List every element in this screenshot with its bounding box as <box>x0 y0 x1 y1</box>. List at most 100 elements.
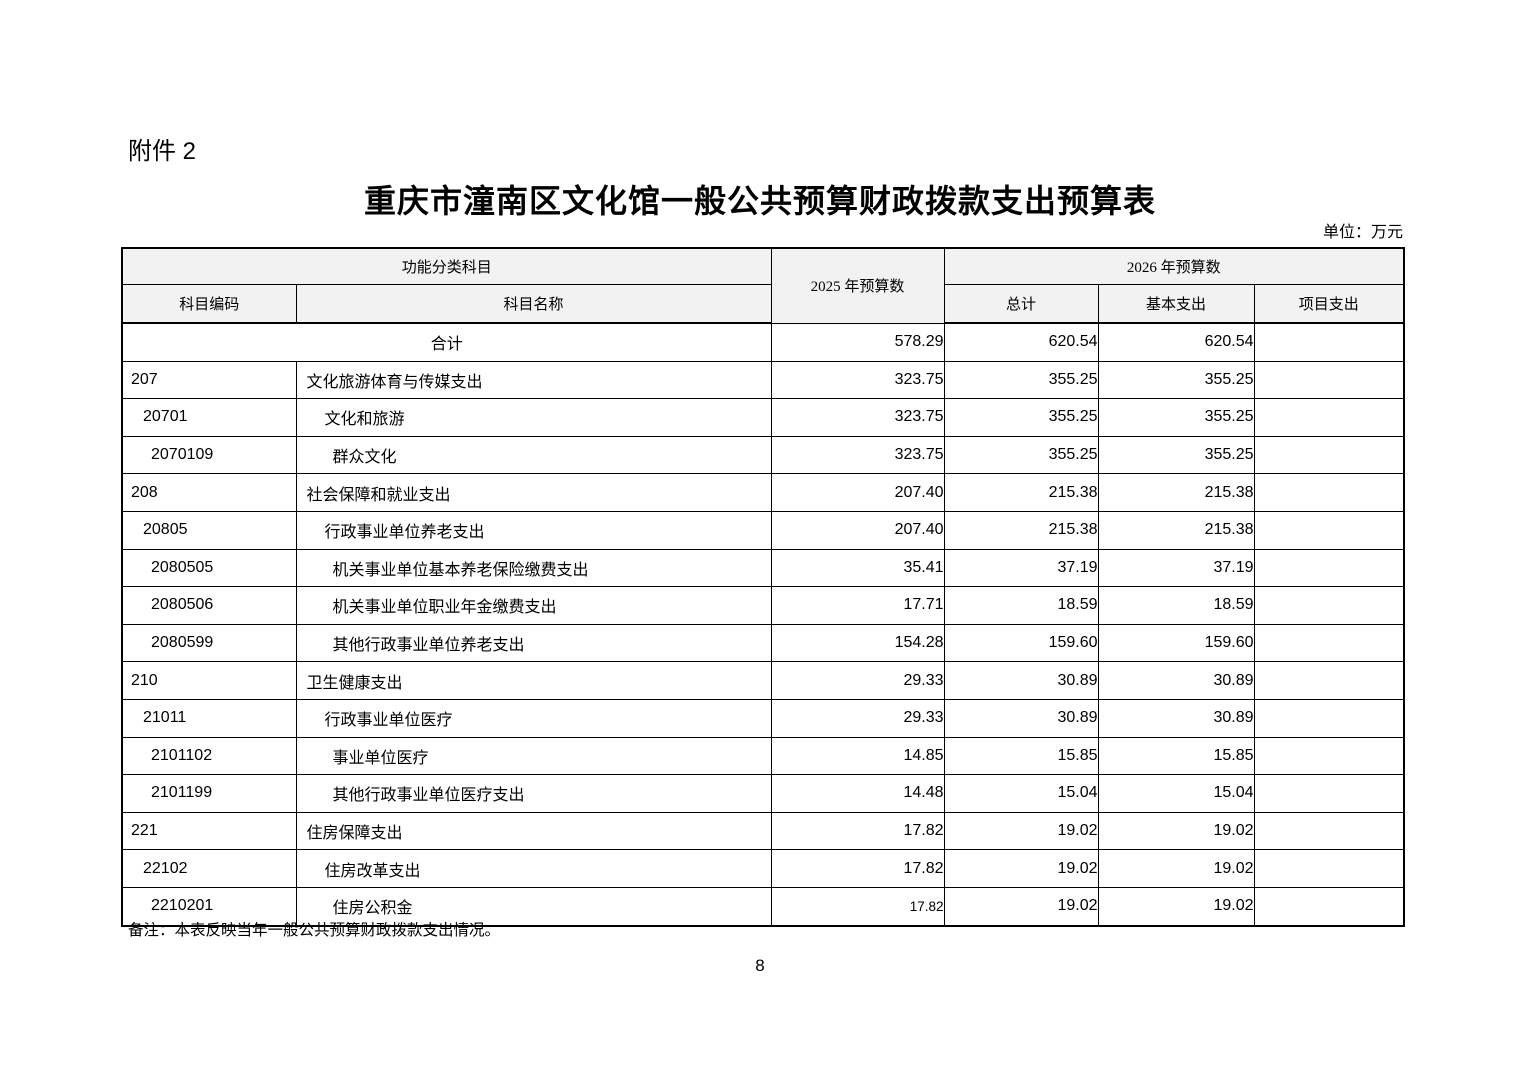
total-2026-cell: 19.02 <box>943 849 1099 888</box>
subject-name-cell: 行政事业单位养老支出 <box>295 510 772 550</box>
project-expenditure-cell <box>1253 548 1405 588</box>
subject-code-cell: 22102 <box>121 849 297 888</box>
total-2026-cell: 19.02 <box>943 886 1099 927</box>
budget-2025-cell: 17.82 <box>770 811 945 851</box>
budget-2025-cell: 207.40 <box>770 510 945 550</box>
table-row: 2210201 住房公积金 17.82 19.02 19.02 <box>121 886 1405 927</box>
table-row: 2080505 机关事业单位基本养老保险缴费支出 35.41 37.19 37.… <box>121 548 1405 588</box>
subject-code-header: 科目编码 <box>121 284 297 324</box>
basic-expenditure-cell: 215.38 <box>1097 510 1255 550</box>
total-2026-cell: 355.25 <box>943 435 1099 475</box>
table-header-row-1: 功能分类科目 2025 年预算数 2026 年预算数 <box>121 247 1405 324</box>
basic-expenditure-header: 基本支出 <box>1097 284 1255 324</box>
total-2026-cell: 30.89 <box>943 661 1099 700</box>
total-2026-cell: 19.02 <box>943 811 1099 851</box>
basic-expenditure-cell: 215.38 <box>1097 473 1255 512</box>
project-expenditure-cell <box>1253 473 1405 512</box>
table-row: 2080506 机关事业单位职业年金缴费支出 17.71 18.59 18.59 <box>121 586 1405 625</box>
subject-name-cell: 住房改革支出 <box>295 849 772 888</box>
basic-expenditure-cell: 15.04 <box>1097 774 1255 813</box>
subject-code-cell: 2080599 <box>121 623 297 663</box>
total-2026-cell: 15.85 <box>943 736 1099 776</box>
budget-2025-header: 2025 年预算数 <box>770 247 945 324</box>
project-expenditure-cell <box>1253 510 1405 550</box>
subject-name-cell: 社会保障和就业支出 <box>295 473 772 512</box>
project-expenditure-cell <box>1253 886 1405 927</box>
project-expenditure-cell <box>1253 736 1405 776</box>
budget-table: 功能分类科目 2025 年预算数 2026 年预算数 科目编码 科目名称 总计 … <box>121 247 1406 927</box>
budget-2025-cell: 35.41 <box>770 548 945 588</box>
table-row: 208 社会保障和就业支出 207.40 215.38 215.38 <box>121 473 1405 512</box>
table-row: 2101199 其他行政事业单位医疗支出 14.48 15.04 15.04 <box>121 774 1405 813</box>
table-row: 2101102 事业单位医疗 14.85 15.85 15.85 <box>121 736 1405 776</box>
subject-name-cell: 事业单位医疗 <box>295 736 772 776</box>
project-expenditure-cell <box>1253 586 1405 625</box>
subject-name-cell: 文化旅游体育与传媒支出 <box>295 360 772 400</box>
total-2026-cell: 355.25 <box>943 360 1099 400</box>
subject-code-cell: 221 <box>121 811 297 851</box>
total-2026-cell: 159.60 <box>943 623 1099 663</box>
budget-2025-cell: 29.33 <box>770 698 945 738</box>
project-expenditure-cell <box>1253 661 1405 700</box>
subject-name-header: 科目名称 <box>295 284 772 324</box>
total-2026-cell: 215.38 <box>943 473 1099 512</box>
project-expenditure-cell <box>1253 322 1405 362</box>
project-expenditure-cell <box>1253 811 1405 851</box>
subject-name-cell: 住房公积金 <box>295 886 772 927</box>
table-row: 20805 行政事业单位养老支出 207.40 215.38 215.38 <box>121 510 1405 550</box>
basic-expenditure-cell: 30.89 <box>1097 661 1255 700</box>
basic-expenditure-cell: 19.02 <box>1097 886 1255 927</box>
table-row: 2070109 群众文化 323.75 355.25 355.25 <box>121 435 1405 475</box>
budget-2025-cell: 17.82 <box>770 886 945 927</box>
total-2026-cell: 18.59 <box>943 586 1099 625</box>
table-row: 20701 文化和旅游 323.75 355.25 355.25 <box>121 398 1405 437</box>
subject-name-cell: 其他行政事业单位医疗支出 <box>295 774 772 813</box>
total-2026-cell: 30.89 <box>943 698 1099 738</box>
table-row: 22102 住房改革支出 17.82 19.02 19.02 <box>121 849 1405 888</box>
subject-code-cell: 20805 <box>121 510 297 550</box>
subject-code-cell: 2101199 <box>121 774 297 813</box>
functional-classification-header: 功能分类科目 <box>121 247 772 285</box>
table-header-row-2: 科目编码 科目名称 总计 基本支出 项目支出 <box>121 284 1405 324</box>
project-expenditure-cell <box>1253 435 1405 475</box>
table-row: 210 卫生健康支出 29.33 30.89 30.89 <box>121 661 1405 700</box>
subject-code-cell: 2101102 <box>121 736 297 776</box>
budget-2025-cell: 207.40 <box>770 473 945 512</box>
subject-code-cell: 2070109 <box>121 435 297 475</box>
basic-expenditure-cell: 355.25 <box>1097 398 1255 437</box>
subject-name-cell: 其他行政事业单位养老支出 <box>295 623 772 663</box>
basic-expenditure-cell: 37.19 <box>1097 548 1255 588</box>
project-expenditure-cell <box>1253 774 1405 813</box>
subject-name-cell: 机关事业单位职业年金缴费支出 <box>295 586 772 625</box>
budget-2025-cell: 154.28 <box>770 623 945 663</box>
subject-code-cell: 21011 <box>121 698 297 738</box>
attachment-label: 附件 2 <box>128 138 197 165</box>
total-2026-cell: 15.04 <box>943 774 1099 813</box>
table-row-total: 合计 578.29 620.54 620.54 <box>121 322 1405 362</box>
budget-2025-cell: 578.29 <box>770 322 945 362</box>
basic-expenditure-cell: 355.25 <box>1097 435 1255 475</box>
total-2026-cell: 355.25 <box>943 398 1099 437</box>
table-row: 21011 行政事业单位医疗 29.33 30.89 30.89 <box>121 698 1405 738</box>
basic-expenditure-cell: 159.60 <box>1097 623 1255 663</box>
basic-expenditure-cell: 19.02 <box>1097 811 1255 851</box>
project-expenditure-cell <box>1253 398 1405 437</box>
table-row: 2080599 其他行政事业单位养老支出 154.28 159.60 159.6… <box>121 623 1405 663</box>
subject-name-cell: 行政事业单位医疗 <box>295 698 772 738</box>
subject-code-cell: 207 <box>121 360 297 400</box>
subject-code-cell: 210 <box>121 661 297 700</box>
project-expenditure-header: 项目支出 <box>1253 284 1405 324</box>
subject-code-cell: 208 <box>121 473 297 512</box>
total-2026-cell: 37.19 <box>943 548 1099 588</box>
basic-expenditure-cell: 30.89 <box>1097 698 1255 738</box>
basic-expenditure-cell: 19.02 <box>1097 849 1255 888</box>
basic-expenditure-cell: 18.59 <box>1097 586 1255 625</box>
project-expenditure-cell <box>1253 698 1405 738</box>
subject-name-cell: 群众文化 <box>295 435 772 475</box>
table-row: 221 住房保障支出 17.82 19.02 19.02 <box>121 811 1405 851</box>
subject-code-cell: 2210201 <box>121 886 297 927</box>
budget-2026-header: 2026 年预算数 <box>943 247 1405 285</box>
budget-2025-cell: 14.85 <box>770 736 945 776</box>
page-number: 8 <box>755 956 765 975</box>
subject-code-cell: 2080506 <box>121 586 297 625</box>
